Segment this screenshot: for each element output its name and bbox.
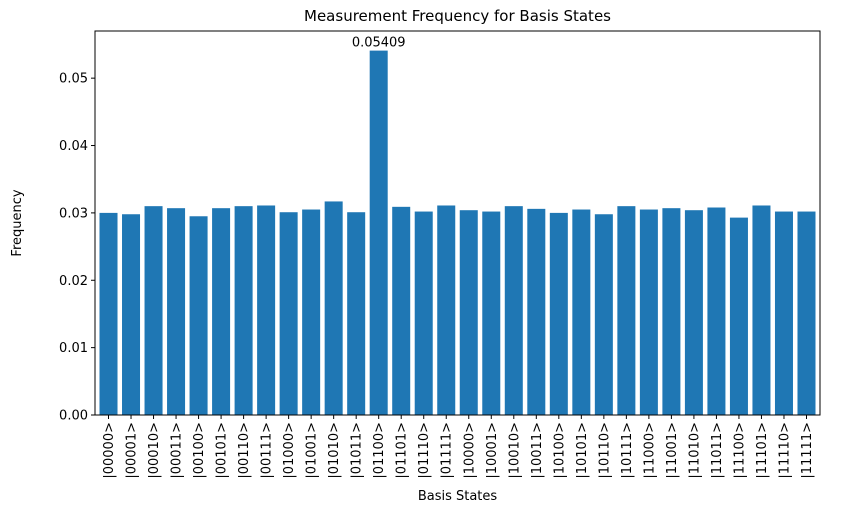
x-tick-label: |10011>: [530, 422, 545, 479]
bar: [797, 211, 816, 415]
x-tick-label: |00100>: [192, 422, 207, 479]
x-tick-label: |10101>: [575, 422, 590, 479]
y-axis-title: Frequency: [10, 189, 25, 256]
chart-title: Measurement Frequency for Basis States: [304, 7, 611, 25]
x-tick-label: |00101>: [215, 422, 230, 479]
x-tick-label: |10010>: [507, 422, 522, 479]
bar: [639, 209, 658, 415]
bar: [144, 206, 163, 415]
x-tick-label: |00000>: [102, 422, 117, 479]
bar: [459, 210, 478, 415]
bar: [482, 211, 501, 415]
x-tick-label: |10100>: [552, 422, 567, 479]
x-tick-label: |10110>: [597, 422, 612, 479]
bar: [549, 212, 568, 415]
x-tick-label: |11100>: [732, 422, 747, 479]
bar: [684, 210, 703, 415]
bar: [729, 217, 748, 415]
bar: [369, 50, 388, 415]
bar: [234, 206, 253, 415]
x-tick-label: |01110>: [417, 422, 432, 479]
bar: [414, 211, 433, 415]
x-axis: |00000> |00001> |00010> |00011> |00100> |0010…: [102, 415, 815, 479]
y-tick-label: 0.04: [59, 139, 88, 154]
bar: [324, 201, 343, 415]
bar: [594, 214, 613, 415]
bar: [212, 208, 231, 415]
y-axis: 0.00 0.01 0.02 0.03 0.04 0.05: [59, 72, 95, 424]
x-tick-label: |01111>: [440, 422, 455, 479]
y-tick-label: 0.02: [59, 274, 88, 289]
x-tick-label: |11011>: [710, 422, 725, 479]
y-tick-label: 0.00: [59, 409, 88, 424]
plot-frame: [94, 30, 821, 416]
bar: [572, 209, 591, 415]
x-tick-label: |11111>: [800, 422, 815, 479]
bar: [167, 208, 186, 415]
x-tick-label: |01010>: [327, 422, 342, 479]
x-tick-label: |11110>: [777, 422, 792, 479]
x-tick-label: |11010>: [687, 422, 702, 479]
x-tick-label: |00010>: [147, 422, 162, 479]
data-label: 0.05409: [352, 36, 406, 51]
x-axis-title: Basis States: [418, 489, 498, 504]
x-tick-label: |00111>: [260, 422, 275, 479]
x-tick-label: |01100>: [372, 422, 387, 479]
x-tick-label: |01001>: [305, 422, 320, 479]
x-tick-label: |11000>: [642, 422, 657, 479]
bar: [752, 205, 771, 415]
x-tick-label: |01101>: [395, 422, 410, 479]
bar: [257, 205, 276, 415]
bar: [617, 206, 636, 415]
x-tick-label: |11101>: [755, 422, 770, 479]
y-tick-label: 0.05: [59, 72, 88, 87]
x-tick-label: |00110>: [237, 422, 252, 479]
bar: [347, 212, 366, 415]
bar: [99, 212, 118, 415]
x-tick-label: |01000>: [282, 422, 297, 479]
x-tick-label: |10001>: [485, 422, 500, 479]
bar: [774, 211, 793, 415]
bar: [504, 206, 523, 415]
bar: [392, 206, 411, 415]
bar: [279, 212, 298, 415]
x-tick-label: |00011>: [170, 422, 185, 479]
bar: [302, 209, 321, 415]
annotation-group: 0.05409: [352, 36, 406, 51]
bar: [437, 205, 456, 415]
x-tick-label: |11001>: [665, 422, 680, 479]
x-tick-label: |10111>: [620, 422, 635, 479]
x-tick-label: |01011>: [350, 422, 365, 479]
x-tick-label: |10000>: [462, 422, 477, 479]
bar: [707, 207, 726, 415]
bar: [189, 216, 208, 415]
x-tick-label: |00001>: [125, 422, 140, 479]
y-tick-label: 0.03: [59, 206, 88, 221]
bar: [122, 214, 141, 415]
bar: [527, 208, 546, 415]
y-tick-label: 0.01: [59, 341, 88, 356]
bar: [662, 208, 681, 415]
bars-group: [99, 50, 816, 415]
